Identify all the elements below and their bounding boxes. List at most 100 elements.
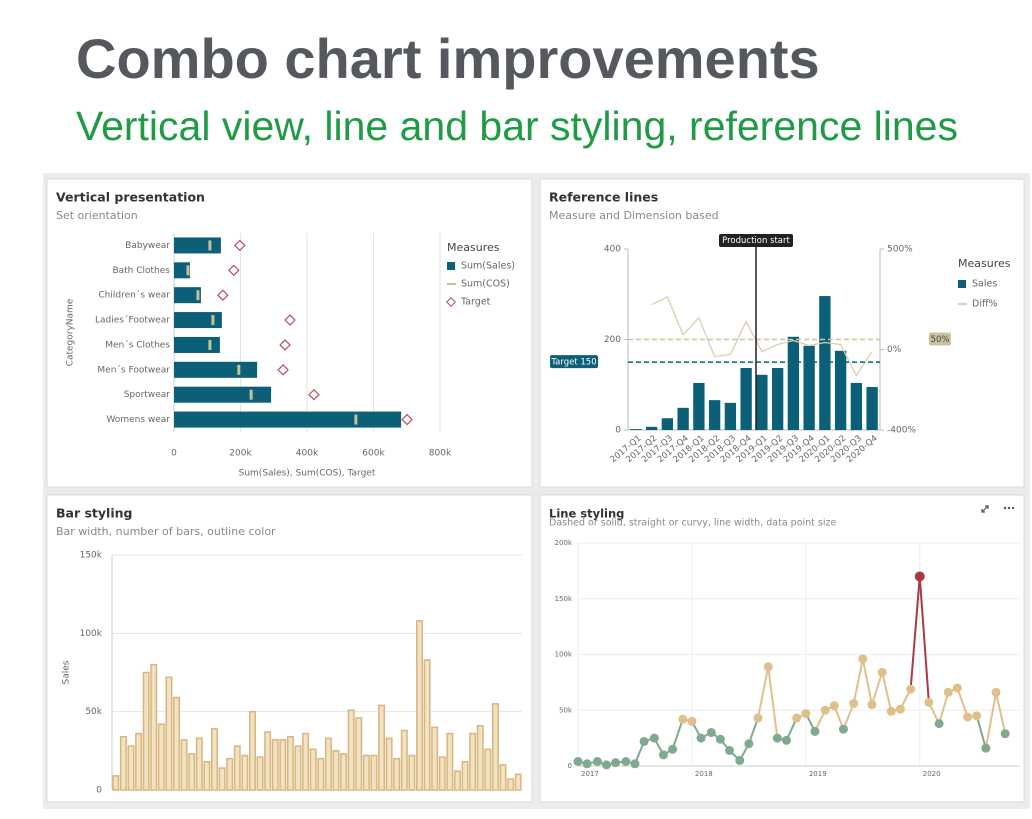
data-point	[630, 759, 640, 769]
bar	[174, 287, 201, 304]
bar	[241, 754, 249, 791]
diamond-marker	[284, 314, 296, 326]
bar	[803, 345, 815, 430]
line-segment	[747, 717, 759, 745]
bar	[400, 729, 408, 791]
data-point	[810, 726, 820, 736]
data-point	[952, 683, 962, 693]
bar	[279, 739, 287, 791]
bar	[174, 386, 272, 403]
bar	[507, 778, 515, 791]
tick-marker	[249, 389, 253, 400]
bar	[174, 237, 221, 254]
data-point	[725, 745, 735, 755]
bar	[499, 764, 507, 791]
data-point	[582, 759, 592, 769]
x-tick-label: 2018	[695, 770, 713, 778]
data-point	[792, 713, 802, 723]
x-tick-label: 400k	[296, 449, 319, 459]
menu-dot	[1007, 506, 1011, 510]
bar	[484, 748, 492, 791]
bar	[256, 756, 264, 791]
y-axis-title: Sales	[62, 660, 72, 684]
bar	[446, 732, 454, 791]
tick-marker	[196, 290, 200, 301]
line-segment	[767, 666, 779, 739]
bar	[195, 737, 203, 791]
reference-label-box	[550, 355, 598, 369]
bar	[661, 418, 674, 430]
bar	[233, 745, 241, 791]
bar	[347, 709, 355, 791]
data-point	[573, 757, 583, 767]
line-segment	[870, 672, 884, 705]
bar	[165, 676, 173, 791]
reference-label-box	[929, 332, 951, 346]
x-tick-label: 2020	[923, 770, 941, 778]
data-point	[649, 733, 659, 743]
chart-title: Line styling	[549, 507, 624, 521]
line-segment	[938, 692, 950, 724]
data-point	[924, 697, 934, 707]
bar	[423, 659, 431, 791]
data-point	[744, 739, 754, 749]
data-point	[639, 736, 649, 746]
line-segment	[918, 576, 930, 703]
legend-swatch	[958, 280, 966, 288]
bar	[174, 262, 190, 279]
bar	[453, 770, 461, 791]
line-segment	[671, 718, 684, 750]
bar	[286, 735, 294, 791]
data-point	[715, 734, 725, 744]
bar	[271, 739, 279, 791]
bar	[180, 739, 188, 791]
bar	[188, 753, 196, 791]
bar	[461, 761, 469, 791]
tick-marker	[211, 315, 215, 326]
bar	[850, 382, 863, 430]
slide-subtitle: Vertical view, line and bar styling, ref…	[76, 103, 958, 149]
y2-tick-label: -400%	[887, 426, 916, 436]
bar	[332, 750, 340, 791]
data-point	[801, 709, 811, 719]
bar	[393, 757, 401, 791]
data-point	[772, 733, 782, 743]
bar	[150, 663, 158, 791]
data-point	[886, 706, 896, 716]
y-tick-label: 200	[604, 335, 621, 345]
bar	[819, 296, 831, 430]
data-point	[687, 716, 697, 726]
tick-marker	[208, 339, 212, 350]
data-point	[668, 744, 678, 754]
y-tick-label: Sportwear	[124, 390, 171, 400]
bar	[302, 732, 310, 791]
bar	[771, 368, 784, 430]
reference-label: Target 150	[550, 358, 596, 368]
data-point	[678, 714, 688, 724]
y-tick-label: 150k	[80, 551, 103, 561]
bar	[708, 400, 721, 430]
expand-icon[interactable]	[981, 505, 989, 513]
bar	[174, 336, 220, 353]
y-tick-label: 0	[615, 426, 621, 436]
bar	[248, 710, 256, 791]
data-point	[906, 684, 916, 694]
data-point	[849, 699, 859, 709]
line-segment	[956, 687, 969, 718]
bar	[226, 757, 234, 791]
panel-menu[interactable]	[981, 505, 1015, 513]
bar	[309, 748, 317, 791]
bar	[174, 411, 402, 428]
line-segment	[861, 658, 873, 705]
data-point	[820, 705, 830, 715]
bar	[370, 754, 378, 791]
y-tick-label: 50k	[559, 706, 573, 714]
line-segment	[852, 658, 864, 704]
x-tick-label: 2019	[809, 770, 827, 778]
y-axis-title: CategoryName	[66, 298, 76, 366]
legend-swatch	[447, 262, 455, 270]
dimension-reference-box	[719, 234, 793, 247]
data-point	[981, 743, 991, 753]
bar	[756, 374, 768, 430]
line-segment	[984, 692, 998, 749]
